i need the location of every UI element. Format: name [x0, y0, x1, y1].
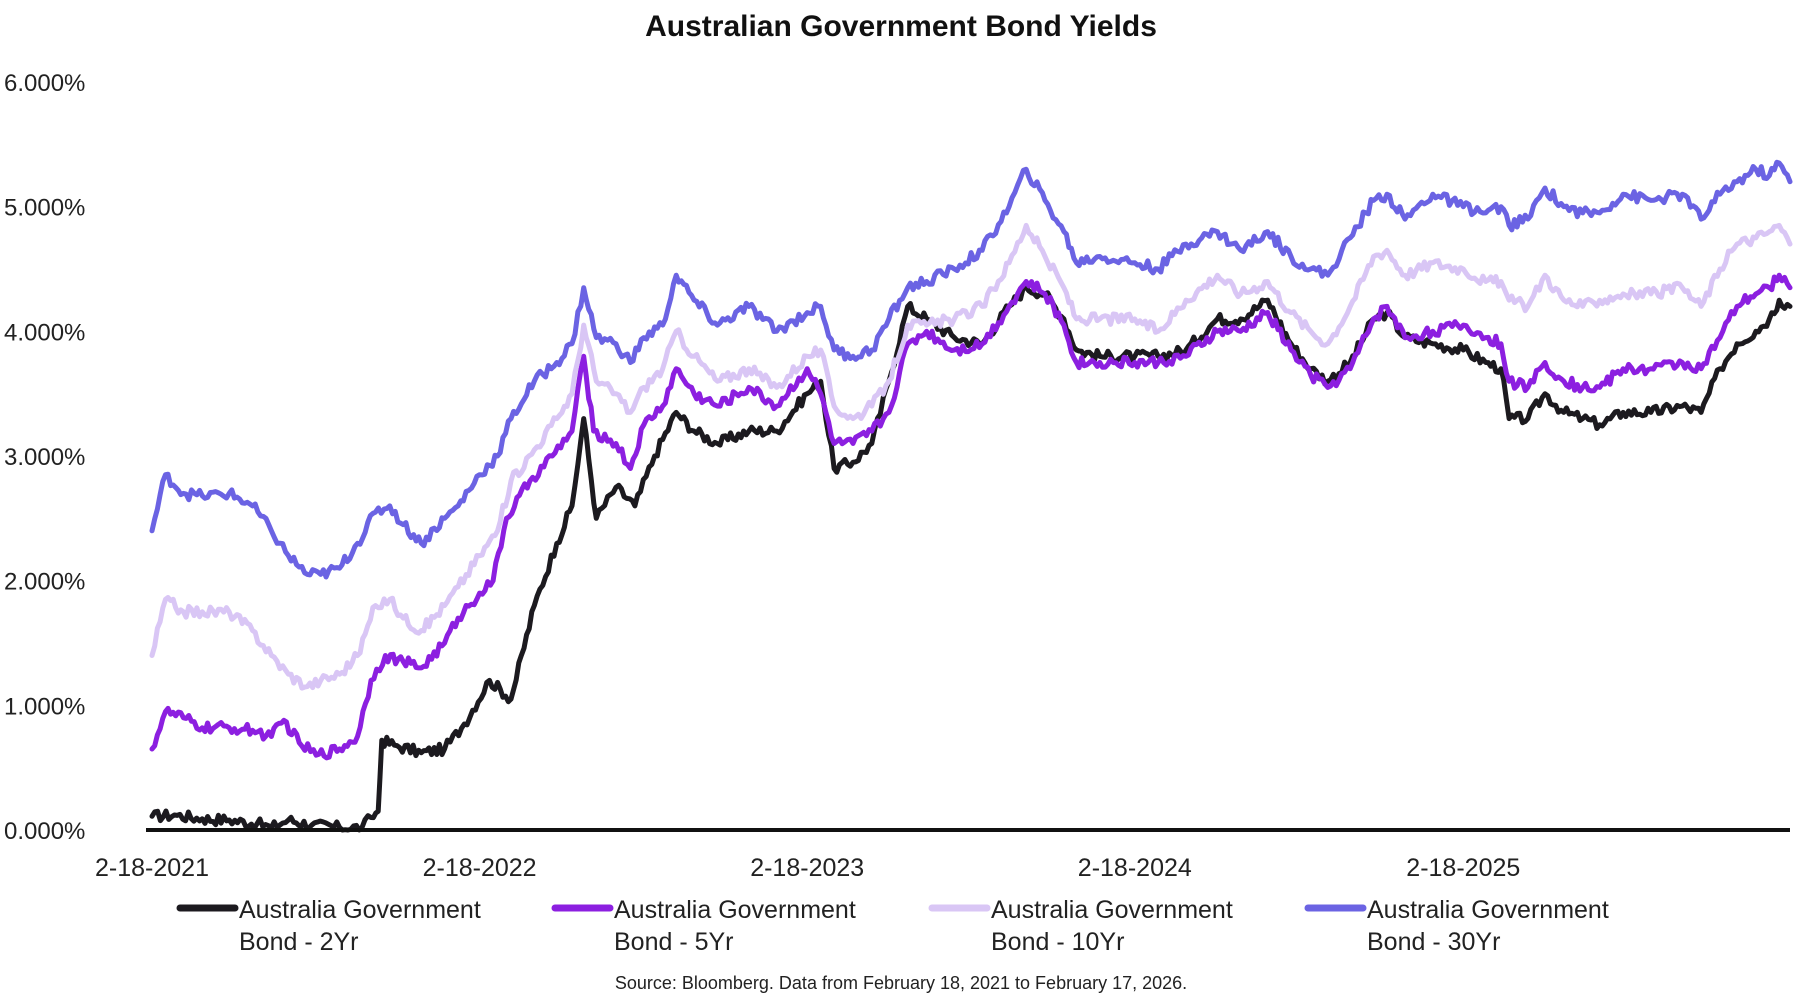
legend-label: Bond - 30Yr: [1367, 928, 1500, 956]
legend-item: Australia Government Bond - 30Yr: [1304, 896, 1609, 956]
series-line-2: [149, 272, 1793, 761]
y-tick-label: 6.000%: [4, 70, 85, 97]
legend-label: Australia Government: [614, 896, 856, 924]
source-note: Source: Bloomberg. Data from February 18…: [615, 973, 1187, 993]
x-tick-label: 2-18-2025: [1406, 854, 1520, 882]
y-tick-label: 0.000%: [4, 818, 85, 845]
legend-label: Bond - 5Yr: [614, 928, 734, 956]
series-line-4: [149, 159, 1793, 580]
y-tick-label: 2.000%: [4, 569, 85, 596]
series-line-3: [149, 222, 1793, 691]
legend-label: Australia Government: [991, 896, 1233, 924]
y-tick-label: 3.000%: [4, 444, 85, 471]
legend-item: Australia Government Bond - 2Yr: [176, 896, 481, 956]
y-axis-ticks: 0.000% 1.000% 2.000% 3.000% 4.000% 5.000% 6.00…: [4, 70, 85, 845]
legend-item: Australia Government Bond - 5Yr: [551, 896, 856, 956]
legend-label: Australia Government: [239, 896, 481, 924]
y-tick-label: 1.000%: [4, 693, 85, 720]
x-tick-label: 2-18-2024: [1078, 854, 1192, 882]
series-line-1: [149, 284, 1793, 833]
legend-label: Bond - 10Yr: [991, 928, 1124, 956]
legend-label: Australia Government: [1367, 896, 1609, 924]
y-tick-label: 4.000%: [4, 319, 85, 346]
x-tick-label: 2-18-2021: [95, 854, 209, 882]
series-lines: [149, 159, 1793, 833]
legend-item: Australia Government Bond - 10Yr: [928, 896, 1233, 956]
legend-label: Bond - 2Yr: [239, 928, 359, 956]
x-tick-label: 2-18-2023: [750, 854, 864, 882]
chart-title: Australian Government Bond Yields: [645, 10, 1157, 43]
y-tick-label: 5.000%: [4, 195, 85, 222]
x-tick-label: 2-18-2022: [423, 854, 537, 882]
x-axis-ticks: 2-18-2021 2-18-2022 2-18-2023 2-18-2024 2-18…: [95, 854, 1520, 882]
